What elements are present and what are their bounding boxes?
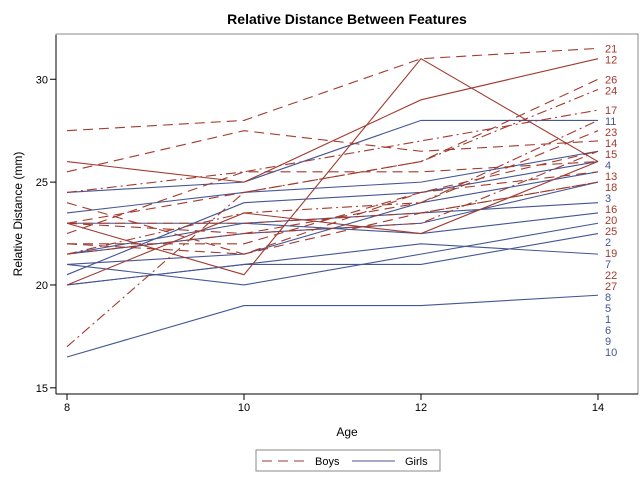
series-end-label: 6 [605,325,611,337]
y-tick-label: 25 [36,177,48,189]
legend-frame [255,449,441,472]
x-tick-label: 8 [64,402,70,414]
x-axis: 8 10 12 14 [56,393,638,414]
x-tick-label: 12 [415,402,427,414]
plot-area [55,33,639,395]
plot-frame [55,33,639,395]
series-end-label: 5 [605,303,611,315]
series-end-label: 8 [605,292,611,304]
series-end-label: 12 [605,54,617,66]
series-end-label: 4 [605,160,611,172]
series-line-22 [67,181,599,224]
series-line-19 [66,171,599,255]
series-end-label: 16 [605,204,617,216]
series-end-label: 26 [605,74,617,86]
legend-label-girls: Girls [405,456,428,468]
series-line-24 [66,89,599,348]
series-end-label: 18 [605,182,617,194]
x-tick-label: 14 [592,402,604,414]
series-end-label: 1 [605,314,611,326]
series-line-10 [66,294,599,358]
y-axis-label: Relative Distance (mm) [11,152,25,277]
series-end-label: 21 [605,43,617,55]
series-end-label: 22 [605,270,617,282]
x-tick-label: 10 [238,402,250,414]
y-tick-label: 20 [36,280,48,292]
series-end-label: 24 [605,85,617,97]
series-end-label: 15 [605,149,617,161]
series-end-label: 19 [605,248,617,260]
series-line-15 [66,130,599,173]
y-tick-label: 30 [36,74,48,86]
x-axis-label: Age [336,425,358,439]
y-tick-marks [50,78,56,389]
series-line-25 [66,160,599,235]
series-end-label: 10 [605,347,617,359]
series-line-12 [66,58,599,183]
series-line-9 [66,243,599,286]
series-line-27 [66,181,599,255]
series-end-labels: 2112262417112314154131831620252197222785… [605,43,617,359]
series-line-17 [66,109,599,193]
chart-title: Relative Distance Between Features [227,11,467,27]
x-tick-marks [66,394,599,400]
series-end-label: 11 [605,116,616,128]
series-lines [66,47,599,358]
series-end-label: 23 [605,127,617,139]
series-end-label: 14 [605,138,617,150]
series-end-label: 27 [605,281,617,293]
series-end-label: 17 [605,105,617,117]
series-end-label: 2 [605,237,611,249]
series-end-label: 3 [605,193,611,205]
legend: Boys Girls [255,449,441,472]
series-line-4 [66,150,599,214]
series-end-label: 25 [605,226,617,238]
series-line-21 [66,47,599,132]
legend-label-boys: Boys [315,456,340,468]
series-end-label: 20 [605,215,617,227]
y-tick-label: 15 [36,383,48,395]
series-end-label: 13 [605,171,617,183]
series-end-label: 7 [605,259,611,271]
series-line-18 [67,150,599,245]
series-line-26 [66,78,599,224]
y-axis: 15 20 25 30 [36,35,57,395]
series-end-label: 9 [605,336,611,348]
